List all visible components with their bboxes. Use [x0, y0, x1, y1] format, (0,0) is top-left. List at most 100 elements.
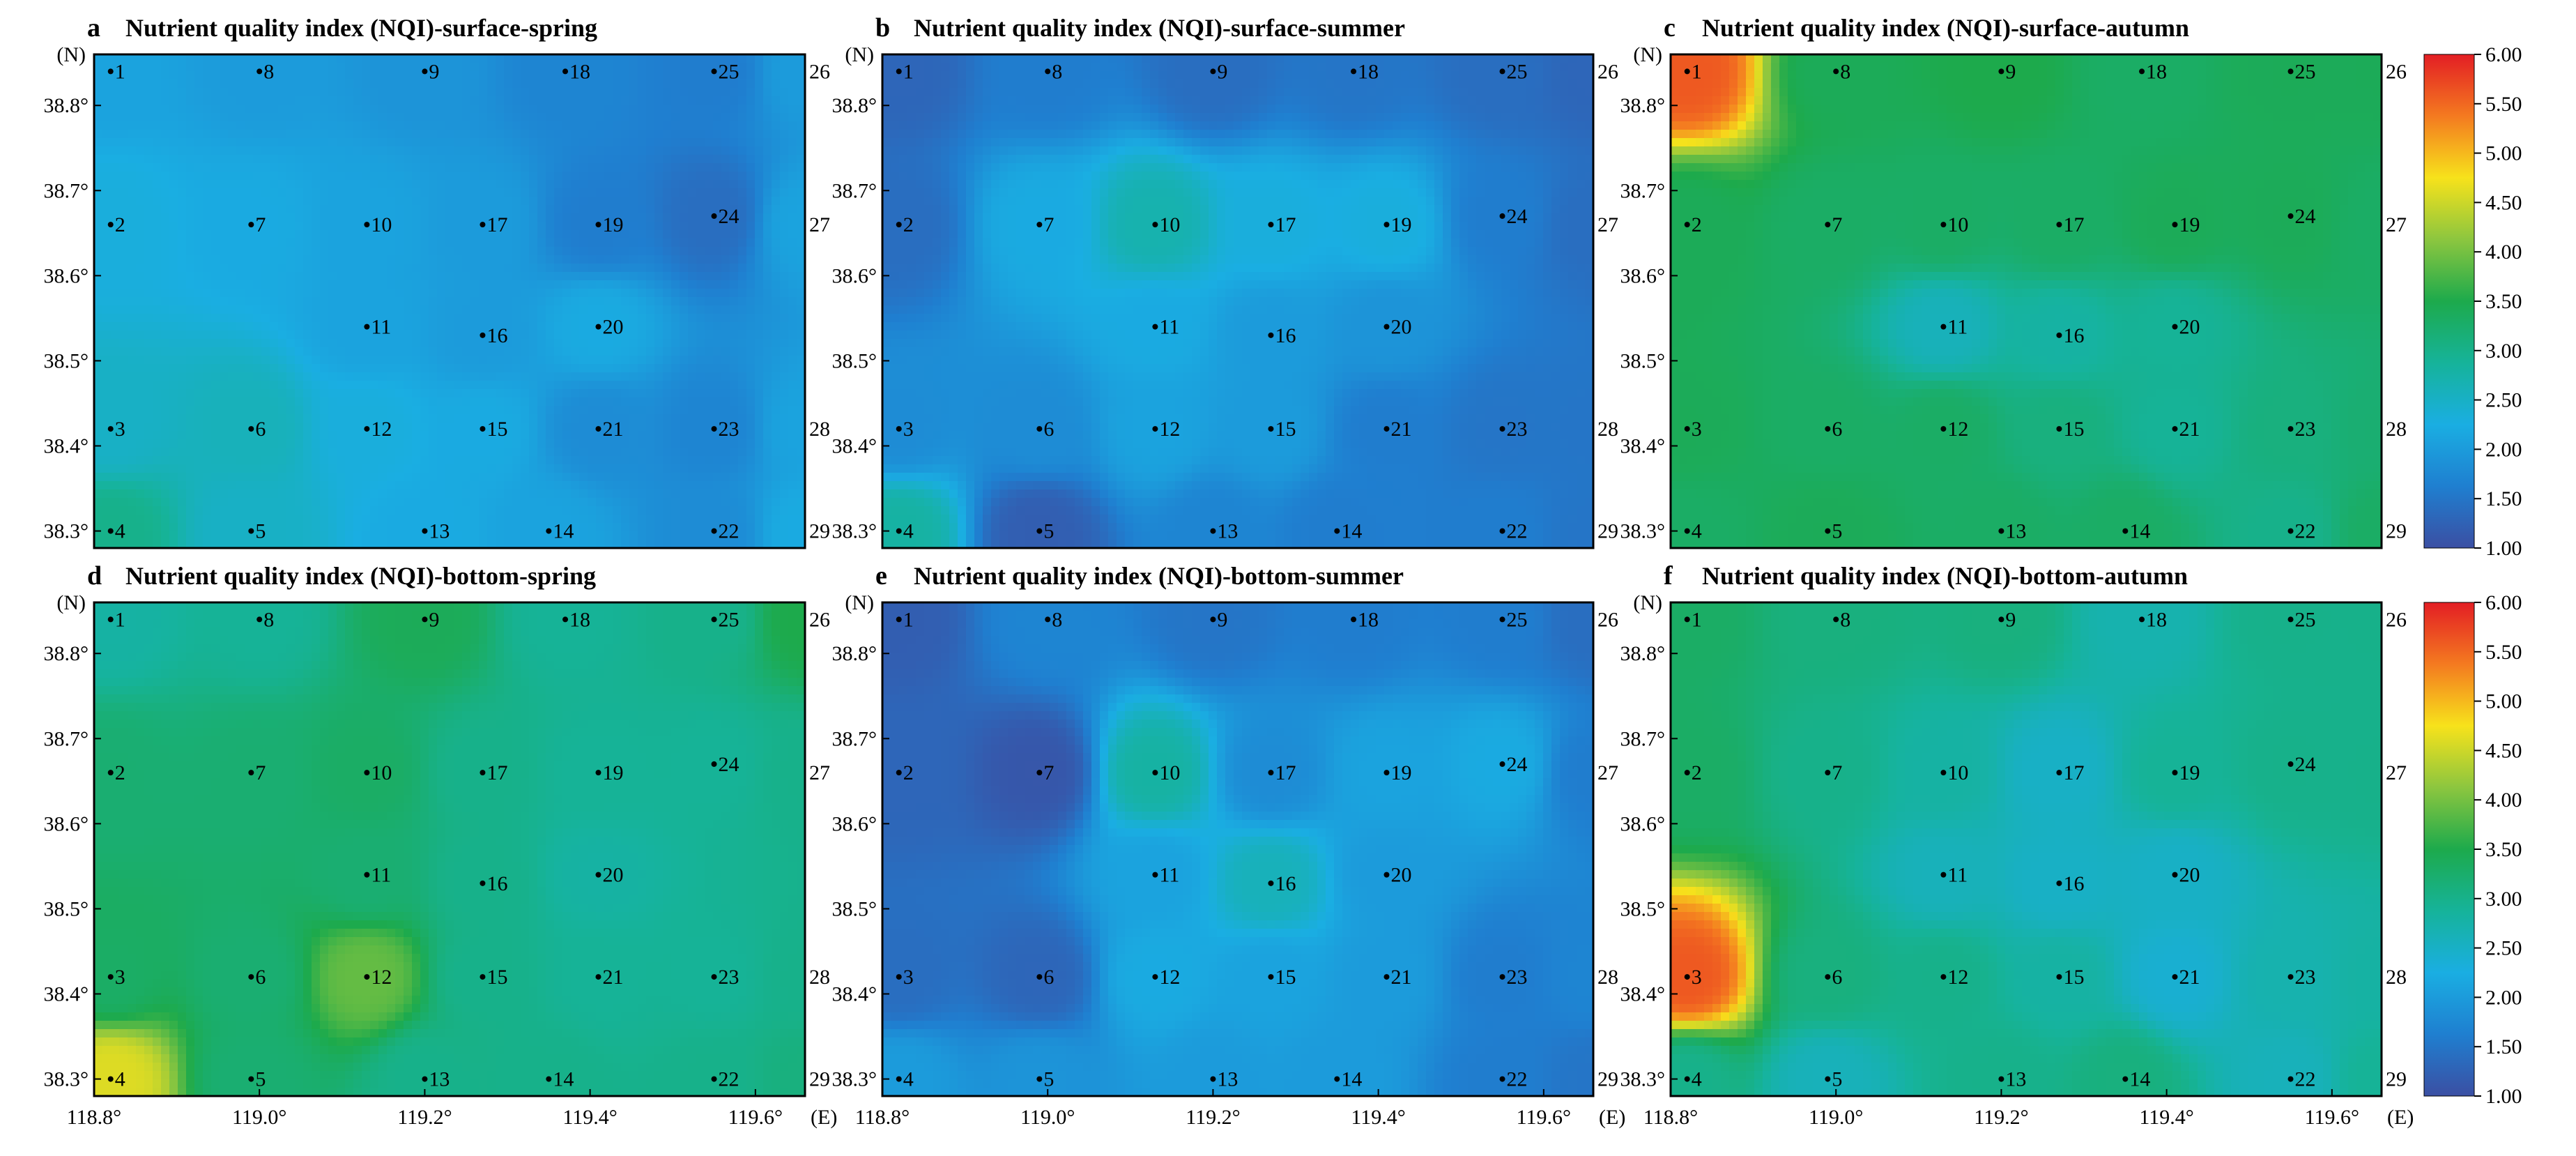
field-cell — [487, 272, 496, 281]
field-cell — [504, 372, 513, 381]
field-cell — [780, 322, 789, 331]
field-cell — [420, 197, 429, 206]
field-cell — [203, 163, 212, 172]
field-cell — [646, 339, 655, 348]
field-cell — [220, 63, 229, 72]
field-cell — [621, 305, 630, 314]
field-cell — [588, 448, 597, 457]
field-cell — [629, 146, 638, 155]
field-cell — [738, 498, 747, 507]
field-cell — [579, 205, 588, 214]
field-cell — [646, 155, 655, 164]
field-cell — [270, 113, 279, 122]
field-cell — [738, 163, 747, 172]
field-cell — [621, 481, 630, 490]
field-cell — [437, 188, 446, 197]
field-cell — [554, 473, 563, 482]
field-cell — [186, 431, 195, 440]
field-cell — [203, 180, 212, 189]
field-cell — [94, 197, 103, 206]
field-cell — [119, 356, 128, 365]
field-cell — [144, 121, 153, 130]
field-cell — [663, 121, 672, 130]
field-cell — [596, 121, 605, 130]
field-cell — [328, 71, 337, 80]
field-cell — [688, 197, 697, 206]
field-cell — [161, 188, 170, 197]
field-cell — [261, 113, 270, 122]
field-cell — [178, 372, 187, 381]
field-cell — [746, 397, 756, 406]
field-cell — [454, 280, 463, 289]
field-cell — [646, 63, 655, 72]
field-cell — [755, 121, 764, 130]
field-cell — [746, 172, 756, 181]
field-cell — [404, 372, 413, 381]
field-cell — [730, 79, 739, 89]
field-cell — [362, 79, 371, 89]
field-cell — [496, 531, 505, 540]
field-cell — [253, 272, 262, 281]
field-cell — [128, 540, 137, 548]
field-cell — [613, 389, 622, 398]
field-cell — [512, 113, 521, 122]
field-cell — [378, 230, 388, 239]
field-cell — [613, 439, 622, 448]
field-cell — [596, 515, 605, 524]
field-cell — [270, 498, 279, 507]
field-cell — [270, 464, 279, 473]
field-cell — [713, 381, 722, 390]
field-cell — [303, 113, 312, 122]
field-cell — [579, 105, 588, 114]
field-cell — [404, 105, 413, 114]
field-cell — [94, 96, 103, 105]
field-cell — [169, 213, 178, 222]
field-cell — [102, 540, 112, 548]
field-cell — [278, 523, 287, 532]
field-cell — [236, 515, 245, 524]
field-cell — [429, 289, 438, 298]
field-cell — [253, 180, 262, 189]
field-cell — [404, 356, 413, 365]
field-cell — [671, 63, 680, 72]
field-cell — [721, 138, 730, 147]
field-cell — [362, 272, 371, 281]
field-cell — [671, 280, 680, 289]
field-cell — [588, 414, 597, 423]
field-cell — [128, 481, 137, 490]
field-cell — [529, 314, 538, 323]
field-cell — [102, 113, 112, 122]
field-cell — [738, 105, 747, 114]
field-cell — [554, 138, 563, 147]
field-cell — [370, 347, 379, 356]
field-cell — [713, 238, 722, 248]
field-cell — [362, 356, 371, 365]
field-cell — [746, 414, 756, 423]
field-cell — [337, 54, 346, 63]
field-cell — [521, 531, 530, 540]
field-cell — [504, 213, 513, 222]
field-cell — [579, 414, 588, 423]
field-cell — [119, 515, 128, 524]
field-cell — [646, 347, 655, 356]
field-cell — [763, 146, 772, 155]
field-cell — [554, 213, 563, 222]
field-cell — [94, 297, 103, 306]
field-cell — [512, 322, 521, 331]
field-cell — [788, 96, 797, 105]
field-cell — [487, 498, 496, 507]
field-cell — [487, 222, 496, 231]
field-cell — [780, 180, 789, 189]
field-cell — [504, 138, 513, 147]
field-cell — [646, 247, 655, 256]
field-cell — [454, 515, 463, 524]
field-cell — [621, 389, 630, 398]
field-cell — [462, 305, 471, 314]
field-cell — [370, 172, 379, 181]
field-cell — [236, 180, 245, 189]
field-cell — [136, 197, 145, 206]
field-cell — [286, 523, 296, 532]
field-cell — [144, 506, 153, 515]
field-cell — [772, 238, 781, 248]
field-cell — [487, 464, 496, 473]
